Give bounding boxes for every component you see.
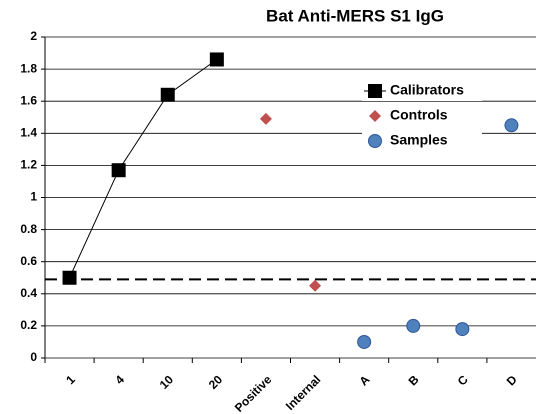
legend-marker: [368, 84, 382, 98]
data-point: [406, 318, 421, 333]
legend-label: Samples: [390, 132, 448, 148]
data-point: [357, 334, 372, 349]
data-point: [209, 52, 224, 67]
legend-bg: [362, 131, 482, 151]
legend-marker: [369, 110, 381, 122]
y-tick-label: 1.2: [20, 158, 37, 172]
data-point: [160, 87, 175, 102]
legend-bg: [362, 81, 482, 101]
series-line: [69, 59, 218, 278]
y-tick-label: 0: [30, 350, 37, 364]
legend-bg: [362, 106, 482, 126]
y-tick-label: 1.8: [20, 61, 37, 75]
y-tick-label: 1.6: [20, 93, 37, 107]
y-tick-label: 0.2: [20, 318, 37, 332]
y-tick-label: 1.4: [20, 125, 37, 139]
legend-label: Calibrators: [390, 82, 464, 98]
legend-label: Controls: [390, 107, 448, 123]
data-point: [504, 118, 519, 133]
data-point: [111, 163, 126, 178]
legend-marker: [368, 134, 382, 148]
y-tick-label: 1: [30, 190, 37, 204]
y-tick-label: 0.4: [20, 286, 37, 300]
data-point: [455, 322, 470, 337]
data-point: [62, 270, 77, 285]
data-point: [309, 279, 322, 292]
chart-title: Bat Anti-MERS S1 IgG: [266, 6, 444, 25]
y-tick-label: 0.8: [20, 222, 37, 236]
y-tick-label: 0.6: [20, 254, 37, 268]
data-point: [259, 112, 272, 125]
y-tick-label: 2: [30, 29, 37, 43]
